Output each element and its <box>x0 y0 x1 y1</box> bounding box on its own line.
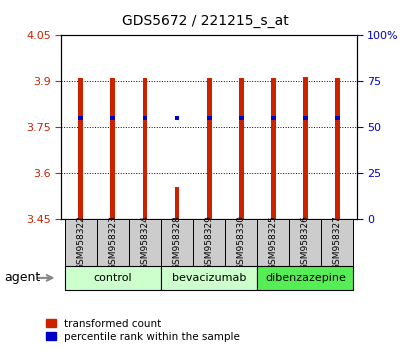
Text: GSM958325: GSM958325 <box>268 215 277 270</box>
Text: GDS5672 / 221215_s_at: GDS5672 / 221215_s_at <box>121 14 288 28</box>
FancyBboxPatch shape <box>97 219 128 266</box>
FancyBboxPatch shape <box>225 219 256 266</box>
Text: GSM958330: GSM958330 <box>236 215 245 270</box>
Text: bevacizumab: bevacizumab <box>171 273 246 283</box>
Text: GSM958323: GSM958323 <box>108 215 117 270</box>
Bar <box>142 116 147 120</box>
Bar <box>110 116 115 120</box>
Bar <box>174 187 179 219</box>
Bar <box>78 78 83 219</box>
Text: control: control <box>93 273 132 283</box>
Bar <box>302 77 307 219</box>
FancyBboxPatch shape <box>65 266 161 290</box>
Bar <box>270 116 275 120</box>
FancyBboxPatch shape <box>256 219 289 266</box>
Bar <box>78 116 83 120</box>
FancyBboxPatch shape <box>321 219 353 266</box>
Bar <box>206 78 211 219</box>
Bar <box>142 78 147 219</box>
Bar <box>334 78 339 219</box>
Bar <box>270 78 275 219</box>
Text: GSM958322: GSM958322 <box>76 215 85 270</box>
Bar <box>206 116 211 120</box>
Bar <box>334 116 339 120</box>
Text: GSM958328: GSM958328 <box>172 215 181 270</box>
FancyBboxPatch shape <box>161 266 256 290</box>
Text: GSM958324: GSM958324 <box>140 215 149 270</box>
Text: GSM958327: GSM958327 <box>332 215 341 270</box>
FancyBboxPatch shape <box>65 219 97 266</box>
Bar <box>174 116 179 120</box>
FancyBboxPatch shape <box>128 219 161 266</box>
Legend: transformed count, percentile rank within the sample: transformed count, percentile rank withi… <box>46 319 239 342</box>
FancyBboxPatch shape <box>193 219 225 266</box>
FancyBboxPatch shape <box>256 266 353 290</box>
Text: dibenzazepine: dibenzazepine <box>264 273 345 283</box>
Text: GSM958329: GSM958329 <box>204 215 213 270</box>
Bar <box>110 78 115 219</box>
Text: agent: agent <box>4 272 40 284</box>
Text: GSM958326: GSM958326 <box>300 215 309 270</box>
Bar <box>302 116 307 120</box>
Bar <box>238 78 243 219</box>
Bar <box>238 116 243 120</box>
FancyBboxPatch shape <box>161 219 193 266</box>
FancyBboxPatch shape <box>289 219 321 266</box>
